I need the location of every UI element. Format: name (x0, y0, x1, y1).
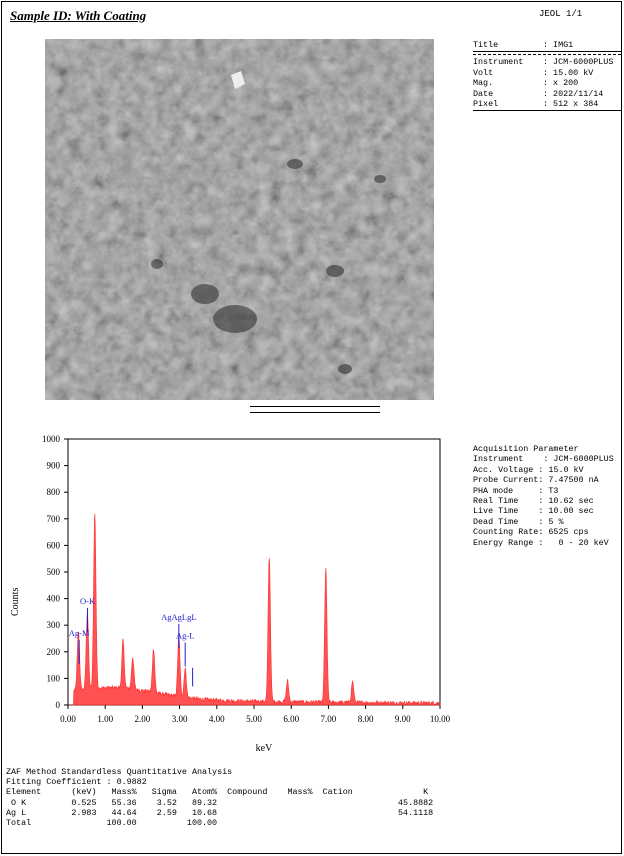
zaf-fitting-coefficient: Fitting Coefficient : 0.9882 (6, 777, 147, 788)
acquisition-line: Dead Time : 5 % (473, 516, 564, 527)
zaf-results: ZAF Method Standardless Quantitative Ana… (6, 767, 433, 828)
peak-label: Ag-M (69, 628, 90, 638)
acquisition-line: PHA mode : T3 (473, 485, 559, 496)
zaf-row: Ag L 2.983 44.64 2.59 10.68 54.1118 (6, 807, 434, 818)
info-row: Mag. : x 200 (473, 78, 623, 88)
info-label: Volt (473, 67, 494, 78)
y-tick-label: 300 (47, 620, 61, 630)
info-rule (473, 51, 621, 53)
x-tick-label: 4.00 (209, 714, 225, 724)
y-tick-label: 900 (47, 461, 61, 471)
info-value: : 512 x 384 (543, 99, 599, 110)
acquisition-line: Real Time : 10.62 sec (473, 496, 594, 507)
x-tick-label: 5.00 (246, 714, 262, 724)
spectrum-series (68, 513, 441, 706)
x-tick-label: 8.00 (358, 714, 374, 724)
info-row-title: Title : IMG1 (473, 40, 623, 50)
y-axis-label: Counts (10, 588, 21, 616)
info-rule-bottom (473, 110, 621, 112)
info-row: Volt : 15.00 kV (473, 68, 623, 78)
x-tick-label: 6.00 (283, 714, 299, 724)
image-info-table: Title: IMG1 Instrument: JCM-6000PLUS Volt… (473, 40, 623, 113)
x-tick-label: 3.00 (172, 714, 188, 724)
y-tick-label: 700 (47, 514, 61, 524)
acquisition-line: Acc. Voltage : 15.0 kV (473, 464, 584, 475)
x-tick-label: 1.00 (97, 714, 113, 724)
scale-bar (250, 406, 380, 407)
y-tick-label: 800 (47, 487, 61, 497)
zaf-row: Total 100.00 100.00 (6, 818, 218, 829)
y-tick-label: 100 (47, 673, 61, 683)
peak-label: Ag-L (176, 631, 194, 641)
info-row: Pixel : 512 x 384 (473, 99, 623, 109)
info-value: : JCM-6000PLUS (543, 57, 614, 68)
info-row: Instrument : JCM-6000PLUS (473, 57, 623, 67)
zaf-header: Element (keV) Mass% Sigma Atom% Compound… (6, 787, 429, 798)
zaf-title: ZAF Method Standardless Quantitative Ana… (6, 767, 233, 777)
x-axis-label: keV (256, 743, 273, 754)
y-tick-label: 400 (47, 594, 61, 604)
peak-label: AgAgLgL (161, 612, 196, 622)
info-rule-dashed (473, 54, 621, 56)
x-tick-label: 2.00 (135, 714, 151, 724)
info-label: Instrument (473, 57, 524, 68)
info-value: : IMG1 (543, 40, 574, 50)
zaf-row: O K 0.525 55.36 3.52 89.32 45.8882 (6, 797, 434, 808)
info-value: : x 200 (543, 78, 579, 89)
acquisition-parameters: Acquisition Parameter Instrument : JCM-6… (473, 444, 614, 548)
acquisition-heading: Acquisition Parameter (473, 444, 579, 454)
info-row: Date : 2022/11/14 (473, 89, 623, 99)
info-label: Mag. (473, 78, 494, 89)
bright-particle (231, 71, 245, 89)
acquisition-line: Energy Range : 0 - 20 keV (473, 537, 609, 548)
y-tick-label: 600 (47, 540, 61, 550)
sample-id-title: Sample ID: With Coating (10, 8, 147, 23)
acquisition-line: Probe Current: 7.47500 nA (473, 475, 599, 486)
x-tick-label: 0.00 (60, 714, 76, 724)
acquisition-line: Counting Rate: 6525 cps (473, 527, 589, 538)
y-tick-label: 500 (47, 567, 61, 577)
x-tick-label: 9.00 (395, 714, 411, 724)
info-value: : 15.00 kV (543, 67, 594, 78)
acquisition-line: Live Time : 10.00 sec (473, 506, 594, 517)
x-tick-label: 7.00 (321, 714, 337, 724)
y-tick-label: 200 (47, 647, 61, 657)
sem-micrograph (45, 39, 434, 400)
info-value: : 2022/11/14 (543, 88, 604, 99)
acquisition-line: Instrument : JCM-6000PLUS (473, 454, 614, 465)
y-tick-label: 1000 (42, 434, 61, 444)
y-tick-label: 0 (56, 700, 61, 710)
scale-bar-underline (250, 412, 380, 413)
page-indicator: JEOL 1/1 (539, 9, 583, 19)
info-label: Pixel (473, 99, 499, 110)
x-tick-label: 10.00 (430, 714, 451, 724)
dark-particles (151, 159, 386, 374)
info-label: Date (473, 88, 494, 99)
info-label: Title (473, 40, 499, 50)
eds-spectrum-chart: 0 100 200 300 400 500 600 700 800 900 1000 0.00 1.00… (10, 434, 451, 754)
peak-label: O-K (80, 596, 96, 606)
